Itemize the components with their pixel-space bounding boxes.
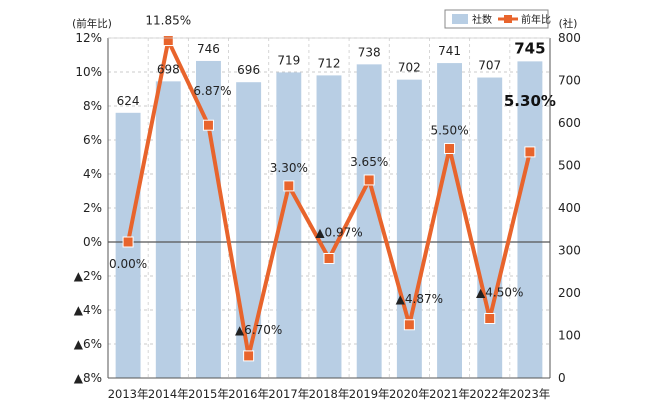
bar-2023年 — [517, 61, 543, 378]
legend-box — [444, 9, 549, 29]
left-tick-label: 12% — [75, 31, 102, 45]
bar-value-label: 741 — [438, 44, 461, 58]
yoy-value-label: ▲0.97% — [315, 225, 362, 239]
yoy-value-label: 11.85% — [145, 14, 191, 28]
left-tick-label: 4% — [83, 167, 102, 181]
left-axis-unit: (前年比) — [72, 17, 112, 30]
legend-line-marker — [504, 15, 512, 23]
yoy-point — [484, 313, 496, 324]
bar-series — [115, 60, 543, 379]
bar-value-label: 738 — [358, 45, 381, 59]
legend-bar-label: 社数 — [472, 13, 492, 26]
right-axis-unit: (社) — [559, 17, 578, 30]
yoy-value-label: 3.30% — [270, 161, 308, 175]
yoy-value-label: ▲4.50% — [476, 286, 523, 300]
bar-value-label: 719 — [277, 53, 300, 67]
x-tick-label: 2020年 — [389, 387, 430, 401]
legend-line-label: 前年比 — [521, 13, 551, 26]
yoy-value-label: 5.50% — [430, 124, 468, 138]
left-tick-label: ▲6% — [74, 337, 102, 351]
left-tick-label: ▲4% — [74, 303, 102, 317]
axes: 12% 10% 8% 6% 4% 2% 0% ▲2% ▲4% ▲6% ▲8% 800 700 600 500… — [74, 31, 581, 401]
left-tick-label: 2% — [83, 201, 102, 215]
right-tick-label: 500 — [558, 159, 581, 173]
legend: 社数 前年比 — [444, 9, 551, 29]
x-tick-label: 2023年 — [510, 387, 551, 401]
x-tick-label: 2017年 — [268, 387, 309, 401]
bar-value-label: 707 — [478, 59, 501, 73]
right-tick-label: 100 — [558, 329, 581, 343]
left-tick-label: 8% — [83, 99, 102, 113]
bar-2020年 — [396, 79, 422, 379]
right-tick-label: 0 — [558, 371, 566, 385]
bar-2018年 — [316, 75, 342, 379]
yoy-point — [524, 146, 536, 158]
yoy-value-label: ▲6.70% — [235, 323, 282, 337]
yoy-point — [444, 143, 456, 154]
bar-value-label: 624 — [117, 94, 140, 108]
bar-2021年 — [437, 63, 463, 378]
yoy-point — [122, 236, 134, 248]
right-tick-label: 700 — [558, 74, 581, 88]
yoy-point — [243, 350, 255, 362]
bar-value-label: 745 — [514, 39, 545, 57]
yoy-value-label: 3.65% — [350, 155, 388, 169]
bar-value-label: 696 — [237, 63, 260, 77]
x-tick-label: 2021年 — [429, 387, 470, 401]
bar-2015年 — [195, 60, 221, 378]
bar-2019年 — [356, 64, 382, 378]
yoy-point — [363, 174, 375, 186]
left-tick-label: ▲8% — [74, 371, 102, 385]
x-tick-label: 2016年 — [228, 387, 269, 401]
left-tick-label: ▲2% — [74, 269, 102, 283]
x-tick-label: 2015年 — [188, 387, 229, 401]
x-tick-label: 2019年 — [349, 387, 390, 401]
yoy-value-label: 6.87% — [193, 84, 231, 98]
right-tick-label: 400 — [558, 201, 581, 215]
bar-value-label: 702 — [398, 61, 421, 75]
legend-bar-swatch — [452, 14, 468, 24]
yoy-value-label: 5.30% — [504, 92, 556, 110]
line-series — [122, 35, 536, 362]
right-tick-label: 800 — [558, 31, 581, 45]
yoy-point — [202, 119, 214, 131]
yoy-value-label: ▲4.87% — [396, 292, 443, 306]
yoy-point — [162, 35, 174, 47]
bar-value-label: 712 — [318, 56, 341, 70]
right-tick-label: 300 — [558, 244, 581, 258]
right-tick-label: 600 — [558, 116, 581, 130]
bar-2022年 — [477, 77, 503, 379]
left-tick-label: 10% — [75, 65, 102, 79]
yoy-point — [323, 252, 335, 264]
yoy-value-label: 0.00% — [109, 257, 147, 271]
yoy-point — [403, 319, 415, 331]
x-tick-label: 2014年 — [148, 387, 189, 401]
right-tick-label: 200 — [558, 286, 581, 300]
x-tick-label: 2022年 — [469, 387, 510, 401]
yoy-point — [283, 180, 295, 192]
data-labels: 624 698 746 696 719 712 738 702 741 707 745 0.00% 11… — [109, 14, 556, 337]
bar-value-label: 746 — [197, 42, 220, 56]
left-tick-label: 0% — [83, 235, 102, 249]
left-tick-label: 6% — [83, 133, 102, 147]
x-tick-label: 2013年 — [108, 387, 149, 401]
gridlines — [107, 37, 551, 379]
x-tick-label: 2018年 — [309, 387, 350, 401]
bar-value-label: 698 — [157, 62, 180, 76]
bar-2014年 — [155, 81, 181, 378]
